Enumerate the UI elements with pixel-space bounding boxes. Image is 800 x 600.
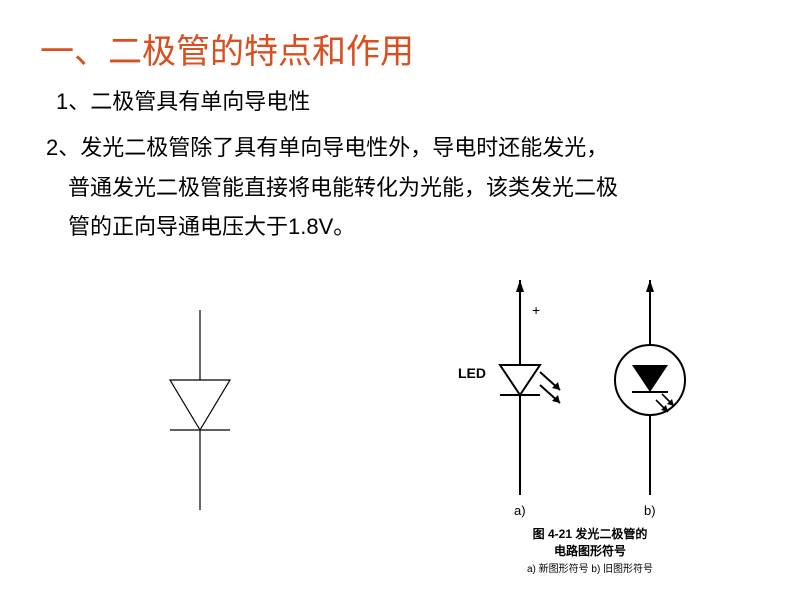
led-symbol-a: + LED a) <box>458 280 560 518</box>
led-label: LED <box>458 365 486 381</box>
led-symbol-b: b) <box>615 280 685 518</box>
label-b: b) <box>644 503 656 518</box>
point-2-line3: 管的正向导通电压大于1.8V。 <box>46 207 746 247</box>
svg-text:+: + <box>532 302 540 318</box>
page-title: 一、二极管的特点和作用 <box>40 24 414 73</box>
figure-caption-3: a) 新图形符号 b) 旧图形符号 <box>500 560 680 575</box>
point-2: 2、发光二极管除了具有单向导电性外，导电时还能发光， 普通发光二极管能直接将电能… <box>46 128 746 247</box>
point-2-line1: 2、发光二极管除了具有单向导电性外，导电时还能发光， <box>46 135 608 160</box>
diode-symbol <box>140 310 260 510</box>
label-a: a) <box>514 503 526 518</box>
figure-caption-2: 电路图形符号 <box>510 542 670 559</box>
point-2-line2: 普通发光二极管能直接将电能转化为光能，该类发光二极 <box>46 168 746 208</box>
led-figure: + LED a) b) <box>440 270 740 520</box>
point-1: 1、二极管具有单向导电性 <box>56 84 310 116</box>
figure-caption-1: 图 4-21 发光二极管的 <box>510 525 670 542</box>
